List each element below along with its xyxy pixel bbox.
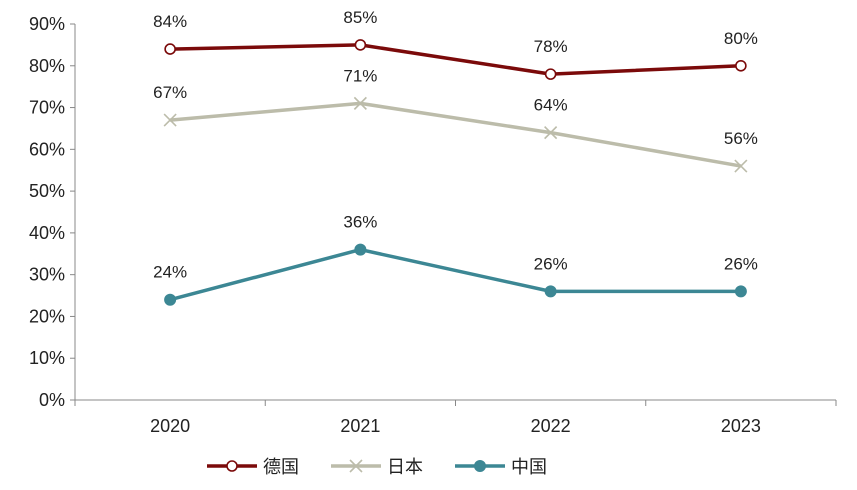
legend-label: 德国	[263, 457, 299, 478]
y-tick-label: 40%	[29, 223, 65, 243]
series-line	[170, 43, 741, 76]
x-tick-label: 2022	[531, 416, 571, 436]
x-tick-label: 2023	[721, 416, 761, 436]
chart-axes: 0% 10% 20% 30% 40% 50% 60% 70% 80% 90% 2020 2021 202…	[29, 14, 837, 436]
data-label: 64%	[534, 96, 568, 115]
legend-item: 日本	[331, 457, 423, 478]
legend-item: 德国	[207, 457, 299, 478]
chart-legend: 德国 日本 中国	[207, 457, 547, 478]
data-point-legend	[349, 459, 363, 473]
y-tick-label: 80%	[29, 56, 65, 76]
data-point	[734, 159, 748, 173]
data-point-legend	[226, 460, 238, 472]
data-point	[354, 243, 367, 256]
data-label: 36%	[343, 213, 377, 232]
y-tick-label: 10%	[29, 348, 65, 368]
y-tick-label: 20%	[29, 306, 65, 326]
data-label: 85%	[343, 8, 377, 27]
y-tick-label: 60%	[29, 139, 65, 159]
y-tick-label: 30%	[29, 265, 65, 285]
y-tick-label: 0%	[39, 390, 65, 410]
chart-data-labels: 84% 85% 78% 80% 67% 71% 64% 56% 24% 36% 26% 26%	[153, 8, 758, 282]
data-label: 56%	[724, 129, 758, 148]
y-tick-label: 70%	[29, 98, 65, 118]
x-tick-label: 2021	[340, 416, 380, 436]
data-point	[734, 285, 747, 298]
data-point	[164, 43, 176, 55]
legend-label: 日本	[387, 457, 423, 478]
legend-item: 中国	[455, 457, 547, 478]
series-line	[169, 101, 742, 168]
data-point	[544, 68, 557, 80]
series-line	[169, 247, 741, 302]
data-point	[544, 126, 558, 140]
data-label: 24%	[153, 263, 187, 282]
y-tick-label: 50%	[29, 181, 65, 201]
data-label: 26%	[724, 254, 758, 273]
data-label: 71%	[343, 66, 377, 85]
data-point	[163, 113, 177, 127]
legend-label: 中国	[511, 457, 547, 478]
x-tick-label: 2020	[150, 416, 190, 436]
data-point	[353, 96, 367, 110]
data-label: 26%	[534, 254, 568, 273]
data-point	[544, 285, 557, 298]
data-label: 78%	[534, 37, 568, 56]
data-point	[164, 293, 177, 306]
chart-series	[163, 39, 748, 306]
data-label: 80%	[724, 29, 758, 48]
data-label: 84%	[153, 12, 187, 31]
data-point	[354, 39, 367, 51]
data-point-legend	[474, 460, 486, 472]
data-point	[735, 59, 747, 72]
y-tick-label: 90%	[29, 14, 65, 34]
data-label: 67%	[153, 83, 187, 102]
